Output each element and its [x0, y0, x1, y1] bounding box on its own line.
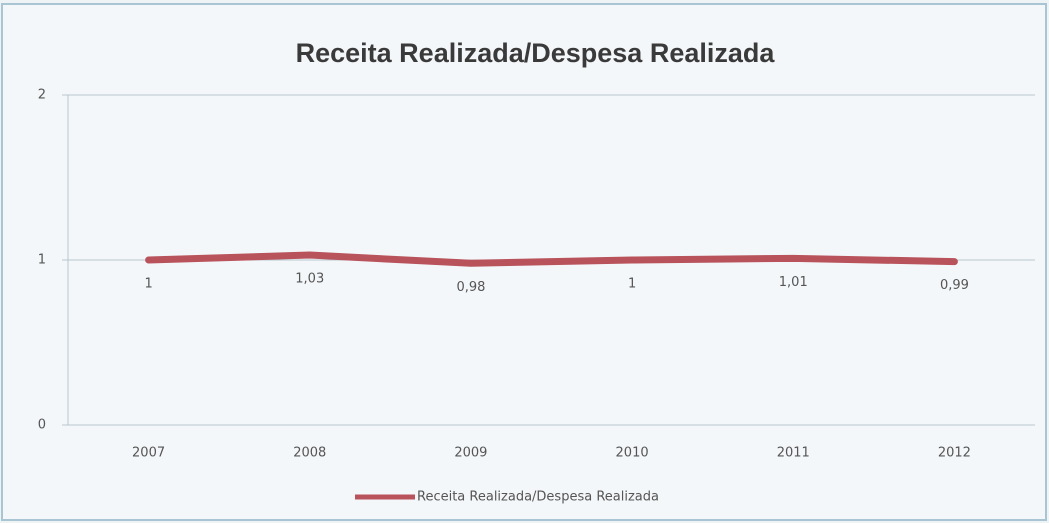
x-tick-label: 2010 [616, 446, 649, 461]
data-label: 1,01 [779, 275, 808, 290]
x-tick-label: 2007 [132, 446, 165, 461]
data-label: 0,98 [456, 280, 485, 295]
y-tick-label: 2 [38, 88, 46, 103]
data-label: 0,99 [940, 278, 969, 293]
x-tick-label: 2009 [454, 446, 487, 461]
y-tick-label: 0 [38, 418, 46, 433]
x-tick-label: 2012 [938, 446, 971, 461]
x-tick-label: 2011 [777, 446, 810, 461]
data-label: 1 [144, 277, 152, 292]
x-tick-label: 2008 [293, 446, 326, 461]
y-tick-label: 1 [38, 253, 46, 268]
data-label: 1,03 [295, 272, 324, 287]
legend-label: Receita Realizada/Despesa Realizada [417, 490, 659, 505]
chart-title: Receita Realizada/Despesa Realizada [296, 38, 776, 68]
data-label: 1 [628, 277, 636, 292]
data-line [145, 251, 958, 267]
